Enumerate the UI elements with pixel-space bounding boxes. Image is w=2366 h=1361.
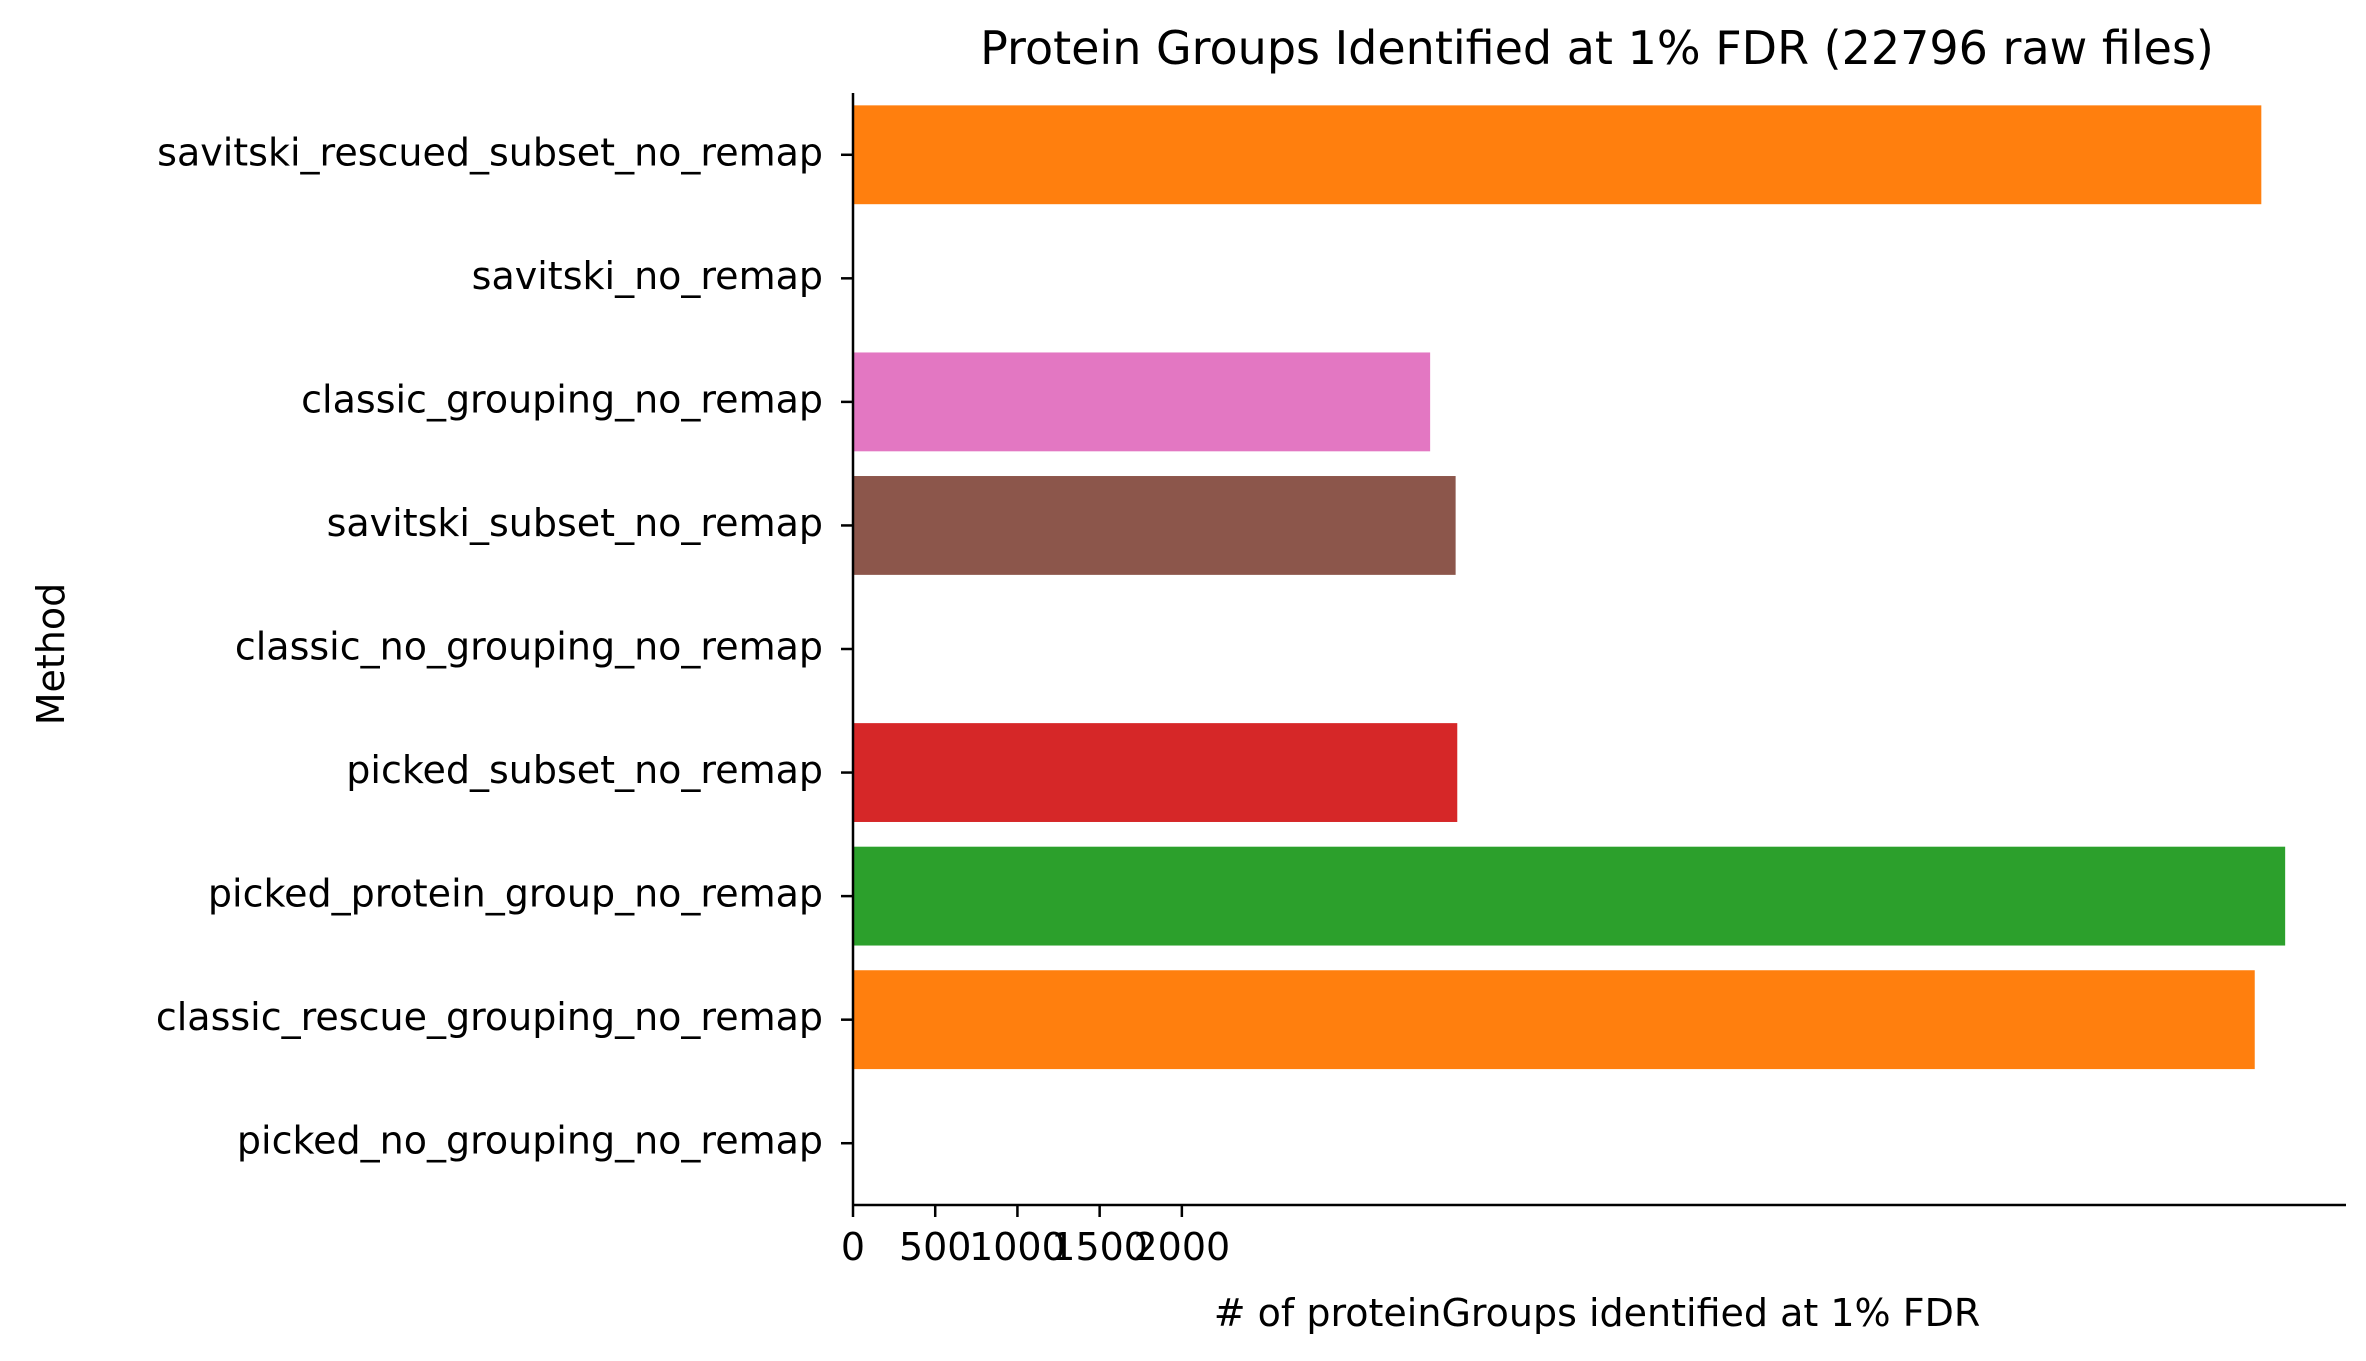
bar-savitski-rescued-subset-no-remap (853, 105, 2262, 205)
y-tick-label: picked_no_grouping_no_remap (237, 1119, 823, 1163)
y-tick-label: savitski_no_remap (472, 254, 823, 298)
y-axis-ticks: picked_no_grouping_no_remap classic_rescu… (156, 130, 853, 1163)
bars-group (853, 105, 2286, 1070)
y-tick-label: savitski_rescued_subset_no_remap (157, 130, 823, 174)
y-tick-label: savitski_subset_no_remap (327, 501, 823, 545)
x-tick-label: 1000 (969, 1225, 1066, 1269)
bar-picked-protein-group-no-remap (853, 846, 2286, 946)
chart-title: Protein Groups Identified at 1% FDR (227… (980, 21, 2214, 75)
y-tick-label: classic_rescue_grouping_no_remap (156, 995, 823, 1039)
bar-classic-grouping-no-remap (853, 352, 1431, 452)
bar-savitski-subset-no-remap (853, 476, 1456, 575)
y-tick-label: picked_subset_no_remap (346, 748, 823, 792)
y-tick-label: classic_grouping_no_remap (301, 377, 823, 421)
bar-classic-rescue-grouping-no-remap (853, 970, 2255, 1070)
x-tick-label: 2000 (1133, 1225, 1230, 1269)
y-tick-label: classic_no_grouping_no_remap (235, 625, 823, 669)
x-tick-label: 0 (841, 1225, 865, 1269)
x-tick-label: 1500 (1051, 1225, 1148, 1269)
x-tick-label: 500 (899, 1225, 972, 1269)
bar-picked-subset-no-remap (853, 723, 1458, 822)
y-tick-label: picked_protein_group_no_remap (208, 872, 823, 916)
x-axis-label: # of proteinGroups identified at 1% FDR (1214, 1291, 1981, 1335)
y-axis-label: Method (29, 583, 73, 726)
